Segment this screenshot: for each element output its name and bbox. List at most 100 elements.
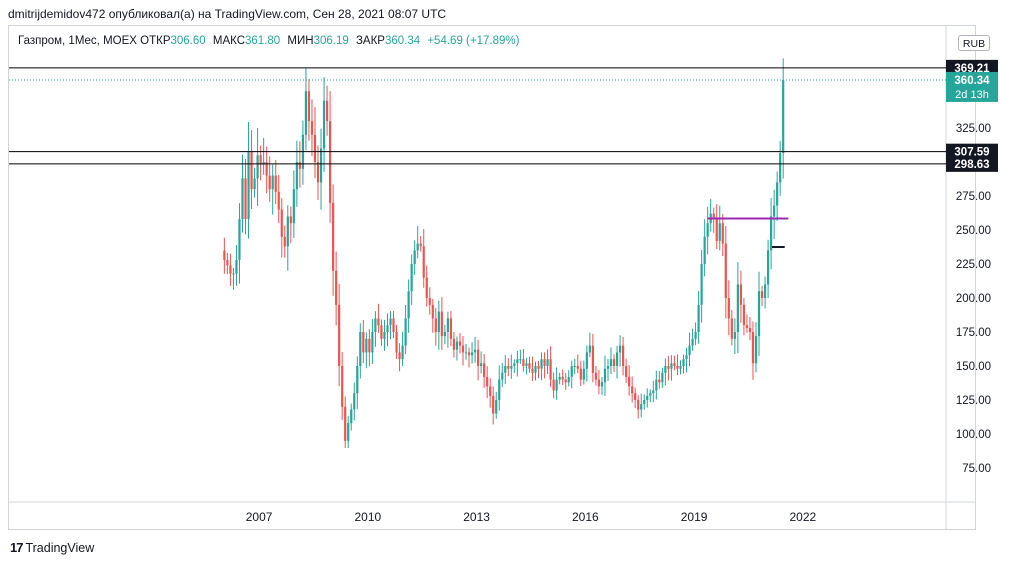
- candle-body: [652, 390, 655, 394]
- candle-body: [371, 332, 374, 353]
- candle-body: [513, 363, 516, 366]
- legend-high-label: МАКС: [212, 35, 246, 47]
- candle-body: [265, 162, 268, 176]
- candle-body: [555, 379, 558, 391]
- candle-body: [742, 304, 746, 326]
- x-tick-label: 2013: [463, 510, 490, 524]
- candle-body: [763, 284, 767, 298]
- candle-body: [534, 366, 537, 373]
- candle-body: [615, 352, 619, 366]
- candle-body: [416, 243, 419, 251]
- tradingview-logo-icon: 17: [10, 540, 24, 555]
- candle-body: [646, 395, 649, 400]
- candle-body: [706, 223, 709, 237]
- candle-body: [389, 318, 392, 326]
- candle-body: [766, 250, 770, 285]
- x-tick-label: 2010: [354, 510, 381, 524]
- candle-body: [271, 175, 274, 190]
- x-tick-label: 2016: [572, 510, 599, 524]
- candle-body: [325, 100, 329, 122]
- candle-body: [585, 352, 588, 369]
- candle-body: [319, 148, 323, 183]
- legend-high-value: 361.80: [245, 35, 281, 47]
- candle-body: [691, 338, 694, 346]
- candle-body: [510, 366, 513, 369]
- candle-body: [307, 91, 311, 122]
- candle-body: [437, 311, 440, 332]
- candle-body: [241, 178, 244, 220]
- candle-body: [770, 216, 773, 251]
- candle-body: [253, 178, 256, 190]
- candle-body: [356, 366, 359, 394]
- candle-body: [449, 318, 453, 339]
- x-tick-label: 2022: [789, 510, 816, 524]
- legend-close-label: ЗАКР: [355, 35, 385, 47]
- candle-body: [347, 423, 350, 441]
- candle-body: [603, 368, 607, 383]
- level-price-label: 307.59: [954, 147, 989, 159]
- candle-body: [679, 366, 682, 369]
- candle-body: [316, 162, 320, 183]
- candle-body: [625, 366, 628, 377]
- legend-close-value: 360.34: [384, 35, 421, 47]
- candle-body: [739, 284, 742, 305]
- candle-body: [310, 121, 314, 135]
- candle-body: [446, 318, 449, 332]
- candle-body: [250, 151, 253, 190]
- y-tick-label: 325.00: [956, 123, 991, 135]
- candle-body: [353, 393, 356, 410]
- legend-low-value: 306.19: [313, 35, 349, 47]
- candle-body: [561, 376, 564, 380]
- candle-body: [631, 386, 634, 394]
- candle-body: [519, 359, 522, 361]
- candle-body: [256, 155, 259, 179]
- candle-body: [760, 291, 764, 298]
- candle-body: [338, 304, 341, 366]
- candle-body: [359, 332, 362, 366]
- candle-body: [757, 291, 761, 337]
- y-tick-label: 200.00: [956, 293, 991, 305]
- candle-body: [531, 368, 534, 373]
- candle-body: [643, 400, 646, 405]
- symbol-legend: Газпром, 1Мес, MOEX ОТКР306.60 МАКС361.8…: [18, 35, 523, 47]
- candle-body: [443, 332, 446, 337]
- legend-symbol: Газпром, 1Мес, MOEX: [18, 35, 137, 47]
- y-tick-label: 125.00: [956, 395, 991, 407]
- candle-body: [464, 352, 468, 354]
- candle-body: [582, 368, 585, 380]
- candle-body: [341, 366, 344, 407]
- candle-body: [597, 379, 601, 387]
- candle-body: [549, 359, 552, 380]
- footer-branding: 17 TradingView: [10, 540, 94, 555]
- candle-body: [398, 352, 401, 360]
- candle-body: [594, 372, 598, 380]
- last-price-label-bg: [946, 71, 998, 102]
- candle-body: [730, 318, 733, 339]
- candle-body: [280, 209, 283, 237]
- candle-body: [247, 151, 250, 220]
- candle-body: [773, 205, 776, 217]
- level-price-label-bg: [946, 143, 998, 160]
- currency-button[interactable]: RUB: [958, 35, 990, 51]
- candle-body: [573, 366, 576, 367]
- candle-body: [229, 265, 232, 274]
- candle-body: [694, 332, 697, 339]
- candle-body: [673, 363, 676, 366]
- candle-body: [670, 363, 673, 369]
- candle-body: [564, 379, 567, 383]
- candle-body: [477, 349, 480, 366]
- candle-body: [576, 366, 579, 369]
- candle-body: [440, 311, 443, 337]
- candle-body: [274, 175, 277, 192]
- y-tick-label: 100.00: [956, 429, 991, 441]
- publisher-header: dmitrijdemidov472 опубликовал(а) на Trad…: [8, 7, 447, 21]
- candle-body: [365, 338, 368, 353]
- tradingview-brand: TradingView: [25, 540, 95, 555]
- candle-body: [461, 345, 465, 353]
- candle-body: [685, 355, 688, 360]
- candle-body: [322, 100, 326, 149]
- candle-body: [703, 236, 706, 264]
- candle-body: [422, 246, 425, 278]
- candle-body: [492, 395, 495, 414]
